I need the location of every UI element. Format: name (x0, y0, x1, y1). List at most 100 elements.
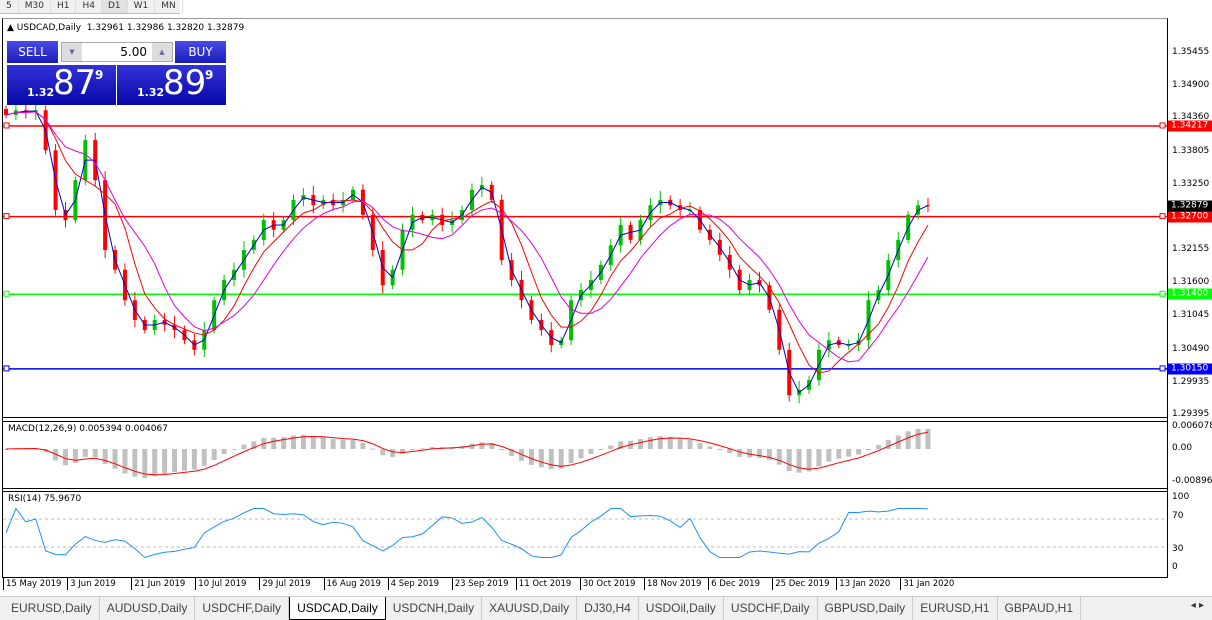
lot-size-input[interactable]: 5.00 (120, 45, 147, 59)
date-axis-label: 23 Sep 2019 (451, 578, 509, 590)
buy-price-fraction: 9 (205, 68, 214, 82)
macd-axis-label: -0.008965 (1172, 476, 1212, 486)
macd-histogram-bar (786, 449, 792, 471)
macd-histogram-bar (271, 437, 277, 449)
price-axis-label: 1.29935 (1172, 376, 1210, 387)
macd-histogram-bar (380, 449, 386, 456)
one-click-trading-panel: SELL ▼ 5.00 ▲ BUY 1.32 87 9 1.32 89 9 (6, 40, 227, 105)
macd-histogram-bar (241, 444, 247, 449)
buy-button[interactable]: BUY (175, 41, 226, 63)
chart-tab[interactable]: XAUUSD,Daily (482, 597, 578, 620)
chart-tab[interactable]: USDOil,Daily (639, 597, 724, 620)
macd-histogram-bar (766, 449, 772, 461)
rsi-label: RSI(14) 75.9670 (8, 494, 82, 504)
chart-tab[interactable]: DJ30,H4 (577, 597, 639, 620)
symbol-label: USDCAD,Daily (16, 23, 82, 33)
price-chart[interactable] (3, 19, 1167, 418)
macd-histogram-bar (400, 449, 406, 454)
buy-price[interactable]: 1.32 89 9 (117, 63, 226, 105)
macd-histogram-bar (390, 449, 396, 458)
rsi-axis-label: 30 (1172, 544, 1184, 554)
collapse-triangle-icon[interactable]: ▲ (7, 23, 14, 33)
macd-histogram-bar (281, 437, 287, 449)
macd-histogram-bar (132, 449, 138, 477)
price-axis-label: 1.30490 (1172, 343, 1210, 354)
macd-histogram-bar (866, 449, 872, 450)
macd-histogram-bar (756, 449, 762, 458)
macd-axis-label: 0.00 (1172, 443, 1193, 453)
rsi-pane[interactable] (3, 491, 1167, 577)
level-handle-icon[interactable] (1159, 290, 1166, 297)
date-axis-label: 13 Jan 2020 (836, 578, 890, 590)
price-axis-label: 1.29395 (1172, 409, 1210, 419)
macd-pane[interactable] (3, 421, 1167, 489)
timeframe-5[interactable]: 5 (0, 0, 19, 13)
price-axis-label: 1.35455 (1172, 47, 1210, 57)
level-handle-icon[interactable] (1159, 213, 1166, 220)
level-handle-icon[interactable] (1159, 122, 1166, 129)
macd-histogram-bar (816, 449, 822, 467)
chart-tab[interactable]: EURUSD,H1 (913, 597, 998, 620)
chart-tab[interactable]: GBPAUD,H1 (998, 597, 1082, 620)
macd-histogram-bar (162, 449, 168, 475)
timeframe-H1[interactable]: H1 (51, 0, 77, 13)
macd-histogram-bar (300, 434, 306, 449)
timeframe-D1[interactable]: D1 (101, 0, 128, 13)
chart-tab[interactable]: EURUSD,Daily (4, 597, 100, 620)
chart-tab[interactable]: AUDUSD,Daily (100, 597, 196, 620)
scroll-right-icon[interactable]: ▸ (1198, 600, 1204, 611)
macd-histogram-bar (578, 449, 584, 459)
medium-moving-average (5, 111, 929, 374)
rsi-line (5, 507, 929, 559)
lot-size-stepper[interactable]: ▼ 5.00 ▲ (61, 42, 173, 62)
macd-histogram-bar (657, 436, 663, 449)
chart-tab[interactable]: USDCHF,Daily (195, 597, 290, 620)
macd-histogram-bar (885, 439, 891, 449)
macd-histogram-bar (43, 449, 49, 453)
level-handle-icon[interactable] (3, 213, 10, 220)
price-axis-label: 1.32155 (1172, 244, 1210, 255)
chart-tab[interactable]: GBPUSD,Daily (818, 597, 914, 620)
macd-histogram-bar (915, 429, 921, 449)
macd-histogram-bar (806, 449, 812, 472)
level-handle-icon[interactable] (3, 290, 10, 297)
sell-price[interactable]: 1.32 87 9 (7, 63, 116, 105)
scroll-left-icon[interactable]: ◂ (1190, 600, 1196, 611)
macd-histogram-bar (905, 431, 911, 449)
decrease-lot-icon[interactable]: ▼ (62, 43, 82, 61)
macd-histogram-bar (697, 443, 703, 449)
date-axis-label: 10 Jul 2019 (195, 578, 246, 590)
level-handle-icon[interactable] (3, 365, 10, 372)
sell-button[interactable]: SELL (7, 41, 58, 63)
price-axis-label: 1.34360 (1172, 112, 1210, 123)
macd-histogram-bar (191, 449, 197, 470)
macd-histogram-bar (568, 449, 574, 464)
timeframe-MN[interactable]: MN (155, 0, 183, 13)
rsi-axis-label: 70 (1172, 511, 1184, 521)
level-handle-icon[interactable] (1159, 365, 1166, 372)
chart-tab[interactable]: USDCHF,Daily (724, 597, 818, 620)
timeframe-W1[interactable]: W1 (128, 0, 156, 13)
macd-histogram-bar (836, 449, 842, 459)
macd-histogram-bar (3, 449, 9, 450)
macd-histogram-bar (677, 438, 683, 449)
macd-histogram-bar (717, 449, 723, 450)
chart-tab[interactable]: USDCNH,Daily (386, 597, 483, 620)
level-handle-icon[interactable] (3, 122, 10, 129)
macd-histogram-bar (62, 449, 68, 466)
macd-histogram-bar (360, 443, 366, 449)
chart-tab[interactable]: USDCAD,Daily (289, 597, 386, 620)
increase-lot-icon[interactable]: ▲ (152, 43, 172, 61)
macd-histogram-bar (737, 449, 743, 457)
buy-price-prefix: 1.32 (137, 86, 165, 99)
macd-histogram-bar (747, 449, 753, 458)
tab-scroll[interactable]: ◂ ▸ (1191, 600, 1204, 611)
timeframe-H4[interactable]: H4 (76, 0, 102, 13)
macd-signal-line (5, 431, 929, 476)
timeframe-M30[interactable]: M30 (19, 0, 51, 13)
sell-price-prefix: 1.32 (27, 86, 55, 99)
macd-histogram-bar (489, 443, 495, 449)
macd-histogram-bar (479, 442, 485, 449)
date-axis-label: 31 Jan 2020 (900, 578, 954, 590)
date-axis-label: 29 Jul 2019 (259, 578, 311, 590)
